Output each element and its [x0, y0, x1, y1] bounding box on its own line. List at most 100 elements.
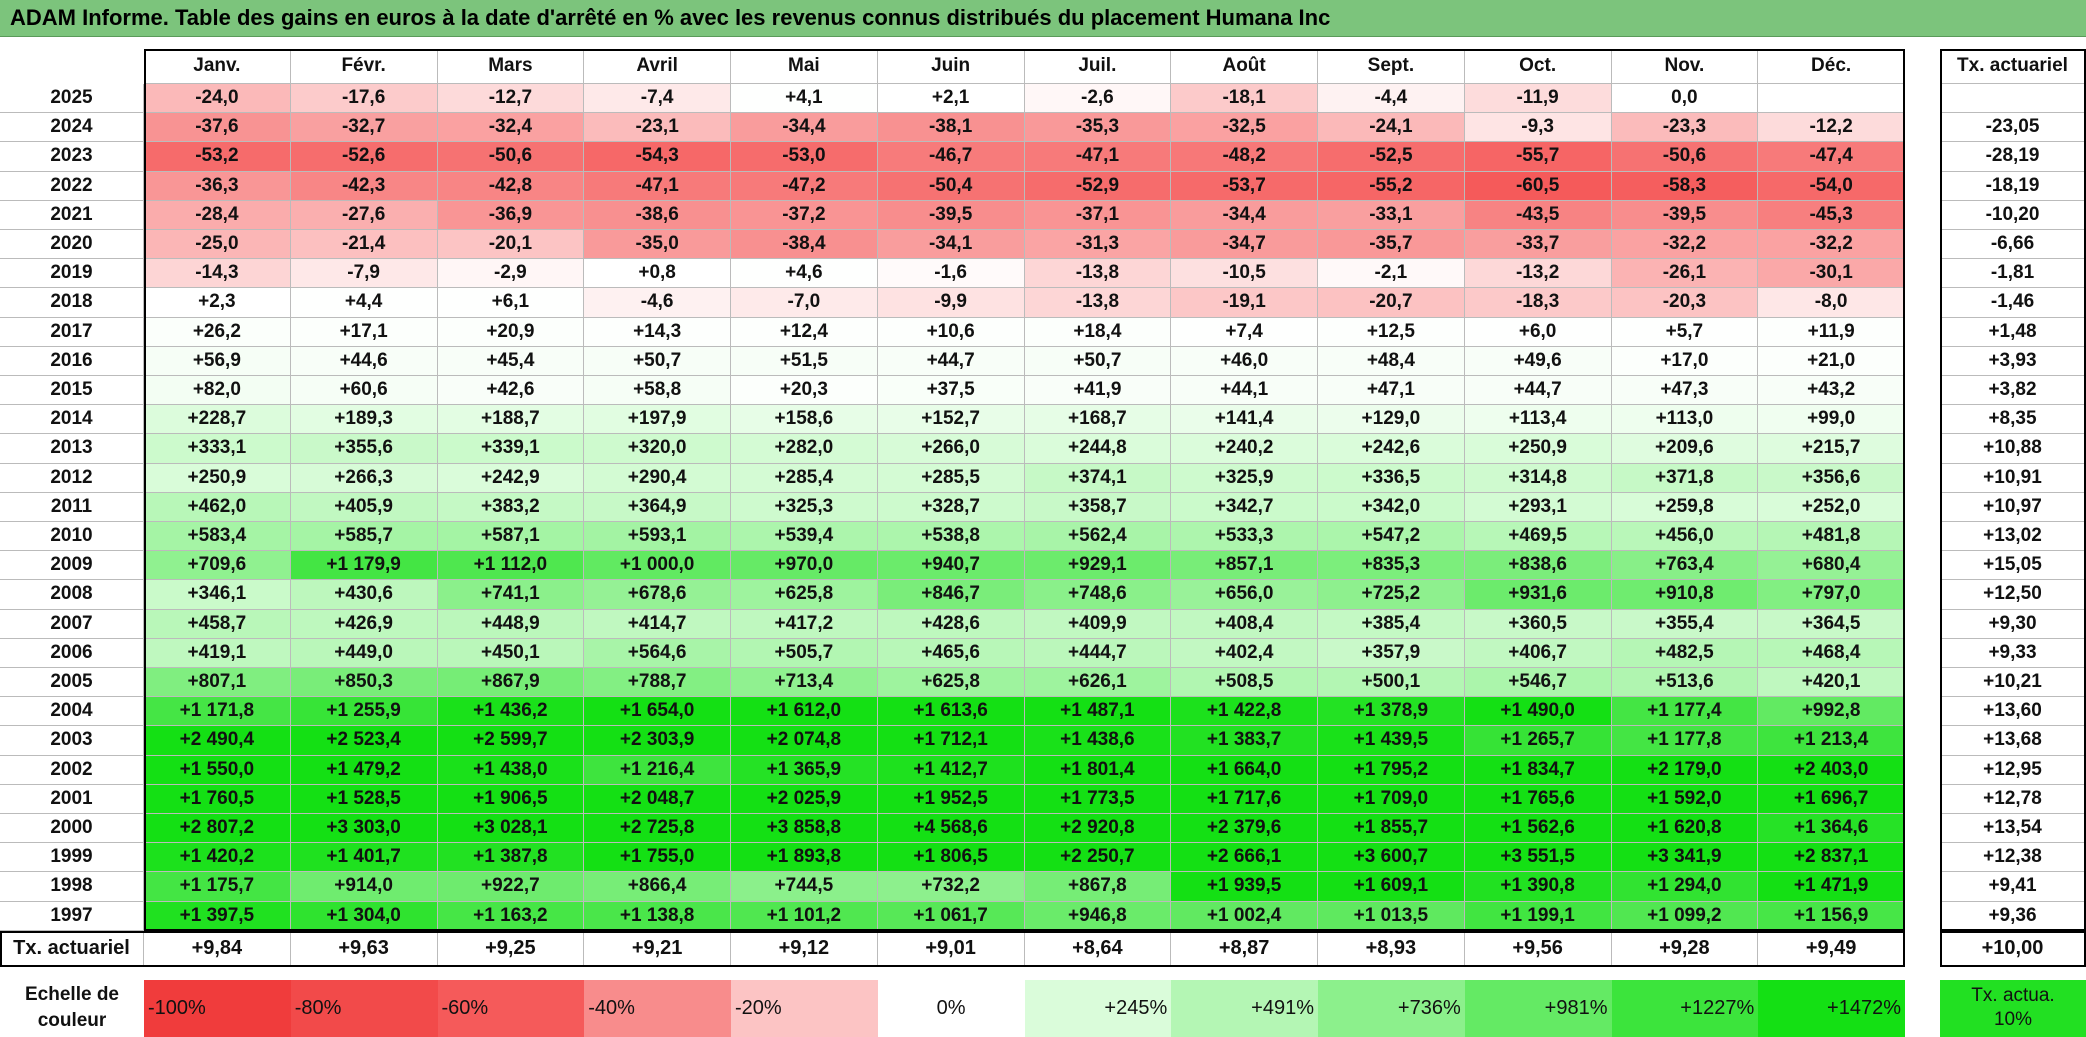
gain-cell: -47,2 [731, 171, 878, 201]
footer-cell: +8,64 [1024, 930, 1172, 967]
gain-cell: -32,2 [1611, 230, 1759, 260]
tx-cell: -28,19 [1940, 142, 2086, 172]
gain-cell: +405,9 [290, 492, 438, 522]
gain-cell: +188,7 [437, 405, 585, 435]
gain-cell: -13,2 [1464, 259, 1612, 289]
gain-cell: -8,0 [1758, 288, 1905, 318]
gain-cell: -7,9 [290, 259, 438, 289]
gain-cell: +469,5 [1464, 522, 1612, 552]
gain-cell: +2 490,4 [144, 726, 291, 756]
gain-cell: -58,3 [1611, 171, 1759, 201]
gain-cell: -24,0 [144, 84, 291, 114]
gain-cell: -43,5 [1464, 200, 1612, 230]
gain-cell: +1 378,9 [1318, 697, 1465, 727]
gain-cell: -21,4 [290, 230, 438, 260]
month-header: Mai [731, 49, 878, 84]
scale-stop: -20% [731, 979, 878, 1037]
month-header: Juil. [1024, 49, 1172, 84]
year-label: 2015 [0, 376, 144, 406]
gain-cell: +409,9 [1024, 609, 1172, 639]
year-label: 1999 [0, 843, 144, 873]
gain-cell: +1 487,1 [1024, 697, 1172, 727]
gain-cell: +356,6 [1758, 463, 1905, 493]
gain-cell: -35,7 [1318, 230, 1465, 260]
year-label: 2016 [0, 346, 144, 376]
year-label: 2009 [0, 551, 144, 581]
year-label: 2025 [0, 84, 144, 114]
gain-cell: +58,8 [584, 376, 731, 406]
gain-cell: +450,1 [437, 638, 585, 668]
gain-cell: +835,3 [1318, 551, 1465, 581]
tx-cell: +12,38 [1940, 843, 2086, 873]
gain-cell: +481,8 [1758, 522, 1905, 552]
gain-cell: +371,8 [1611, 463, 1759, 493]
gain-cell: -26,1 [1611, 259, 1759, 289]
gain-cell: +3 028,1 [437, 814, 585, 844]
gain-cell: +2 837,1 [1758, 843, 1905, 873]
gain-cell: -14,3 [144, 259, 291, 289]
gain-cell: +252,0 [1758, 492, 1905, 522]
gain-cell: +2,1 [877, 84, 1025, 114]
gain-cell: +99,0 [1758, 405, 1905, 435]
gain-cell: +732,2 [877, 872, 1025, 902]
year-label: 2010 [0, 522, 144, 552]
gain-cell: -20,3 [1611, 288, 1759, 318]
tx-cell: +8,35 [1940, 405, 2086, 435]
gain-cell: +4,6 [731, 259, 878, 289]
gain-cell: +929,1 [1024, 551, 1172, 581]
gain-cell: -20,7 [1318, 288, 1465, 318]
year-label: 2004 [0, 697, 144, 727]
gain-cell: +1 855,7 [1318, 814, 1465, 844]
gain-cell: +419,1 [144, 638, 291, 668]
tx-cell [1940, 84, 2086, 114]
year-label: 2007 [0, 609, 144, 639]
gain-cell: +564,6 [584, 638, 731, 668]
gain-cell: -12,2 [1758, 113, 1905, 143]
gain-cell: -55,7 [1464, 142, 1612, 172]
gain-cell: +1 592,0 [1611, 784, 1759, 814]
gain-cell: +2 807,2 [144, 814, 291, 844]
gain-cell: +314,8 [1464, 463, 1612, 493]
gain-cell: +850,3 [290, 668, 438, 698]
gain-cell: -35,0 [584, 230, 731, 260]
gain-cell: +428,6 [877, 609, 1025, 639]
gain-cell: +1 795,2 [1318, 755, 1465, 785]
gain-cell: +2 250,7 [1024, 843, 1172, 873]
gain-cell: -25,0 [144, 230, 291, 260]
gain-cell: +910,8 [1611, 580, 1759, 610]
gain-cell: +113,0 [1611, 405, 1759, 435]
scale-stop: +1472% [1758, 979, 1905, 1037]
gain-cell: -27,6 [290, 200, 438, 230]
gain-cell: +1 755,0 [584, 843, 731, 873]
scale-stop: +736% [1318, 979, 1465, 1037]
gain-cell: +970,0 [731, 551, 878, 581]
gain-cell: +1 801,4 [1024, 755, 1172, 785]
gain-cell: +587,1 [437, 522, 585, 552]
gain-cell: +266,3 [290, 463, 438, 493]
gain-cell: +2,3 [144, 288, 291, 318]
year-label: 2013 [0, 434, 144, 464]
gain-cell: -37,1 [1024, 200, 1172, 230]
gain-cell: +1 479,2 [290, 755, 438, 785]
gain-cell: -32,7 [290, 113, 438, 143]
month-header: Oct. [1464, 49, 1612, 84]
gain-cell: +41,9 [1024, 376, 1172, 406]
gain-cell: +1 265,7 [1464, 726, 1612, 756]
gain-cell: +1 397,5 [144, 901, 291, 931]
gain-cell: +333,1 [144, 434, 291, 464]
gain-cell: +355,4 [1611, 609, 1759, 639]
gain-cell: +458,7 [144, 609, 291, 639]
gain-cell: +2 920,8 [1024, 814, 1172, 844]
gain-cell: +6,1 [437, 288, 585, 318]
gain-cell: +325,9 [1171, 463, 1318, 493]
tx-cell: +9,30 [1940, 609, 2086, 639]
year-label: 2012 [0, 463, 144, 493]
gain-cell: +2 074,8 [731, 726, 878, 756]
month-header: Févr. [290, 49, 438, 84]
gain-cell: -2,1 [1318, 259, 1465, 289]
gain-cell: +44,7 [1464, 376, 1612, 406]
gain-cell: +20,3 [731, 376, 878, 406]
gain-cell: +2 523,4 [290, 726, 438, 756]
gain-cell: +500,1 [1318, 668, 1465, 698]
gain-cell: +49,6 [1464, 346, 1612, 376]
